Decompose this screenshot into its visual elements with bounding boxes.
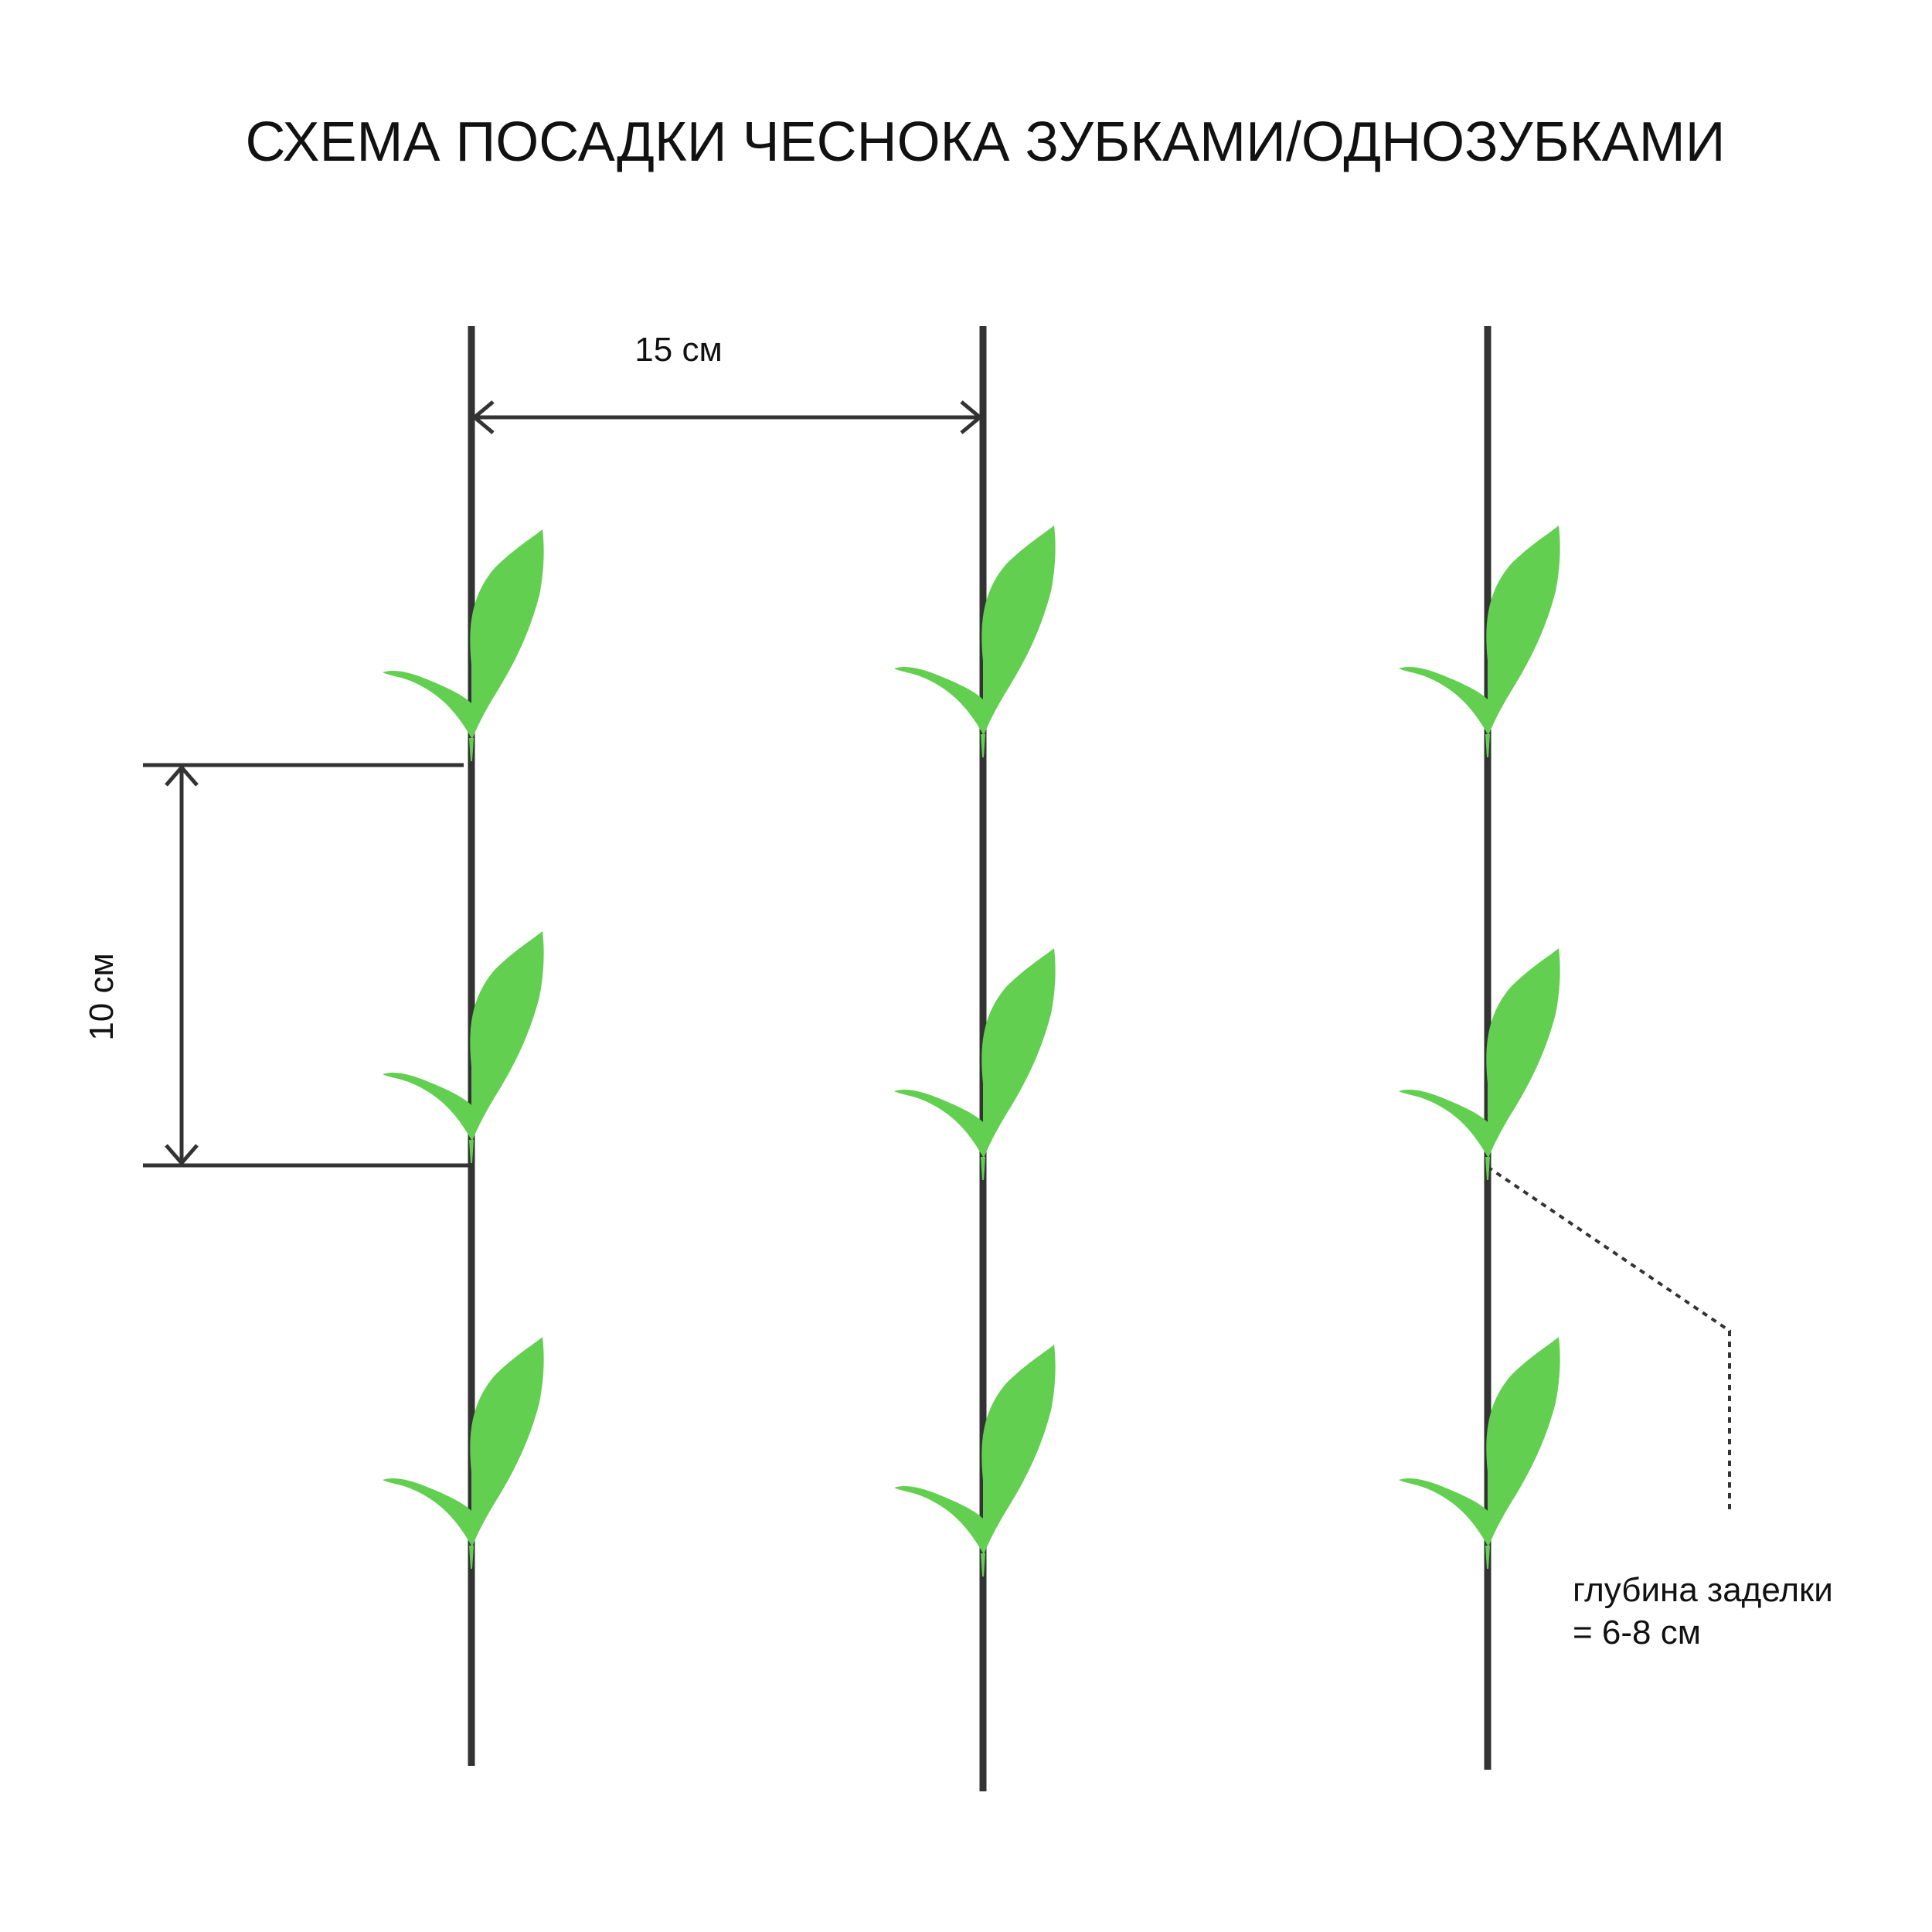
row-spacing-arrow-left [471, 400, 495, 434]
sprout-icon [894, 948, 1056, 1180]
depth-label-line2: = 6-8 см [1573, 1614, 1701, 1651]
page-title: СХЕМА ПОСАДКИ ЧЕСНОКА ЗУБКАМИ/ОДНОЗУБКАМ… [246, 111, 1726, 173]
sprout-icon [383, 1337, 544, 1569]
sprouts [383, 526, 1560, 1577]
plant-spacing-arrow-top [165, 764, 199, 787]
planting-rows [468, 326, 1492, 1791]
row-spacing-label: 15 см [634, 331, 722, 369]
sprout-icon [1399, 948, 1560, 1180]
depth-leader-line [1486, 1165, 1731, 1513]
plant-spacing-dimension [143, 763, 471, 1168]
sprout-icon [383, 529, 544, 761]
sprout-icon [383, 931, 544, 1163]
plant-spacing-label: 10 см [83, 953, 121, 1040]
row-spacing-dimension [471, 400, 983, 434]
plant-spacing-arrow-bottom [165, 1144, 199, 1166]
sprout-icon [1399, 526, 1560, 757]
sprout-icon [894, 526, 1056, 757]
depth-label-line1: глубина заделки [1573, 1571, 1833, 1609]
sprout-icon [1399, 1337, 1560, 1569]
row-spacing-arrow-right [960, 400, 983, 434]
sprout-icon [894, 1345, 1056, 1577]
